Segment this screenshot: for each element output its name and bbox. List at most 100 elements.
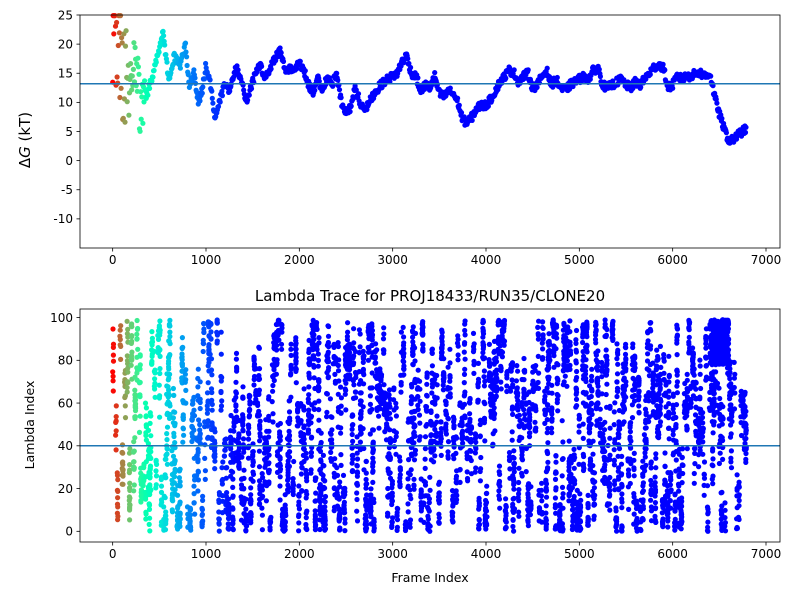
lambda-point [545, 465, 551, 471]
lambda-point [195, 384, 201, 390]
delta-g-point [177, 65, 183, 71]
lambda-point [115, 477, 121, 483]
lambda-point [616, 446, 623, 452]
lambda-point [172, 409, 178, 415]
lambda-point [576, 415, 583, 421]
lambda-point [573, 404, 579, 410]
lambda-point [288, 364, 294, 370]
lambda-point [282, 507, 288, 514]
lambda-point [230, 527, 236, 533]
lambda-point [509, 437, 515, 443]
lambda-point [549, 382, 555, 388]
lambda-point [397, 467, 403, 473]
lambda-point [431, 459, 437, 465]
lambda-point [127, 501, 133, 507]
lambda-point [110, 358, 117, 364]
lambda-point [337, 479, 343, 485]
lambda-point [476, 525, 482, 532]
lambda-point [126, 494, 132, 500]
lambda-point [387, 416, 393, 422]
lambda-point [621, 419, 627, 425]
lambda-point [492, 411, 498, 417]
lambda-point [214, 319, 220, 325]
lambda-point [538, 493, 545, 499]
lambda-point [535, 379, 541, 386]
delta-g-y-tick-label: -5 [61, 183, 73, 197]
delta-g-point [151, 67, 157, 74]
lambda-point [376, 425, 382, 431]
lambda-point [411, 476, 417, 482]
lambda-point [188, 527, 194, 533]
lambda-point [614, 341, 620, 347]
lambda-point [279, 329, 285, 335]
lambda-point [551, 364, 557, 370]
lambda-point [516, 465, 522, 471]
lambda-point [407, 521, 413, 527]
lambda-point [241, 467, 247, 473]
lambda-point [142, 400, 149, 406]
lambda-point [622, 351, 629, 357]
lambda-point [247, 393, 253, 399]
lambda-point [397, 458, 403, 464]
lambda-point [636, 378, 642, 384]
lambda-point [296, 502, 302, 508]
lambda-point [354, 473, 360, 479]
delta-g-point [209, 88, 215, 94]
lambda-point [316, 377, 322, 383]
lambda-point [231, 423, 237, 430]
lambda-point [511, 495, 517, 501]
lambda-point [623, 394, 629, 400]
lambda-point [266, 428, 272, 434]
lambda-point [250, 471, 257, 477]
lambda-point [606, 493, 613, 499]
delta-g-point [203, 60, 209, 67]
lambda-point [270, 382, 276, 389]
lambda-point [370, 439, 376, 445]
delta-g-point [140, 120, 146, 126]
delta-g-point [182, 40, 189, 46]
lambda-point [363, 476, 369, 483]
lambda-point [247, 406, 253, 412]
lambda-point [336, 507, 342, 513]
lambda-point [153, 473, 160, 479]
delta-g-point [149, 78, 155, 84]
delta-g-point [116, 30, 122, 36]
lambda-point [296, 528, 302, 534]
delta-g-point [241, 87, 247, 93]
lambda-point [595, 401, 601, 407]
lambda-point [599, 359, 605, 366]
lambda-point [243, 518, 249, 524]
delta-g-point [142, 78, 148, 84]
lambda-point [363, 481, 369, 488]
lambda-point [167, 411, 173, 418]
lambda-point [286, 428, 292, 434]
lambda-point [481, 355, 488, 361]
lambda-point [197, 405, 203, 412]
lambda-point [588, 393, 594, 400]
delta-g-point [158, 42, 164, 48]
lambda-point [124, 385, 130, 391]
delta-g-point [118, 85, 124, 91]
lambda-point [621, 387, 628, 393]
lambda-point [267, 516, 273, 523]
lambda-point [199, 505, 205, 511]
lambda-point [224, 490, 230, 496]
lambda-point [477, 468, 483, 475]
lambda-point [191, 483, 197, 489]
lambda-point [493, 384, 500, 390]
lambda-point [408, 467, 414, 473]
lambda-point [417, 386, 423, 392]
delta-g-point [209, 95, 215, 101]
lambda-point [172, 487, 178, 493]
lambda-point [613, 505, 619, 511]
lambda-point [472, 469, 478, 475]
lambda-point [552, 495, 559, 501]
lambda-point [614, 385, 621, 391]
lambda-point [389, 481, 395, 487]
lambda-point [126, 470, 132, 476]
lambda-point [569, 507, 576, 513]
lambda-point [313, 522, 319, 528]
lambda-point [143, 496, 149, 502]
lambda-point [286, 409, 293, 415]
lambda-point [290, 476, 296, 482]
